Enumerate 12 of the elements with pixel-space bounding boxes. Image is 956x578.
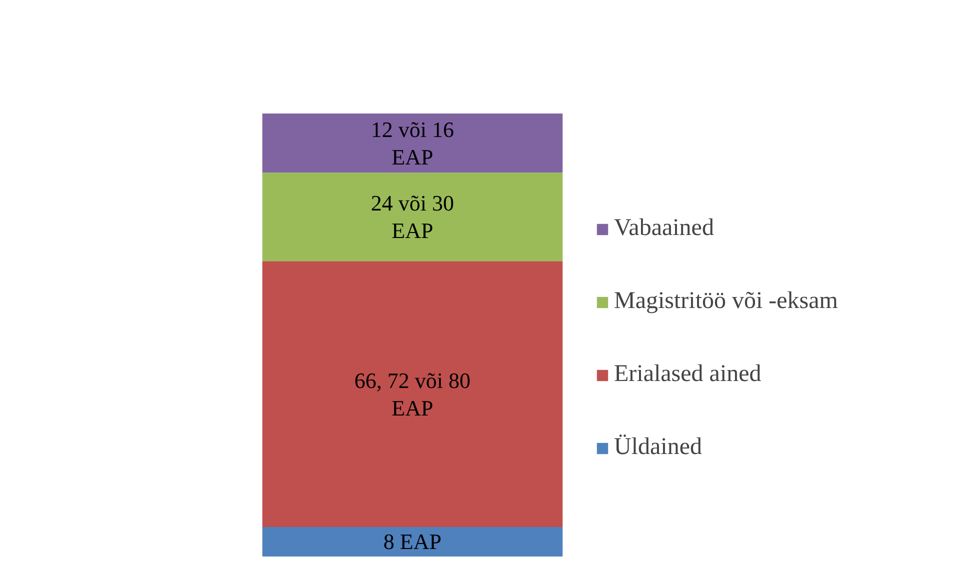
legend-label: Erialased ained — [614, 361, 762, 388]
bar — [262, 114, 563, 173]
legend-label: Magistritöö või -eksam — [614, 288, 838, 315]
data-label: 66, 72 või 80 EAP — [354, 368, 471, 420]
data-label: 24 või 30 EAP — [370, 190, 454, 244]
legend-label: Üldained — [614, 434, 702, 461]
bar — [262, 172, 563, 262]
data-label: 8 EAP — [383, 529, 442, 554]
bar — [262, 261, 563, 527]
bar — [262, 526, 563, 556]
data-label: 12 või 16 EAP — [370, 116, 454, 170]
legend-label: Vabaained — [614, 215, 714, 242]
